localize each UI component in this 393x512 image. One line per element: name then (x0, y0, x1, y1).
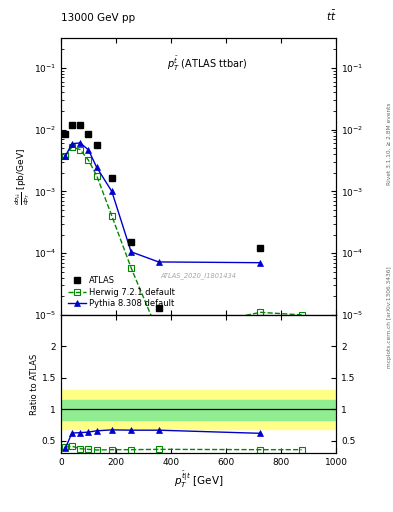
Herwig 7.2.1 default (78, 146, 83, 153)
ATLAS (63, 131, 68, 137)
Text: $t\bar{t}$: $t\bar{t}$ (325, 8, 336, 23)
Herwig 7.2.1 default (109, 213, 114, 219)
Text: 13000 GeV pp: 13000 GeV pp (61, 12, 135, 23)
Herwig 7.2.1 default (299, 312, 304, 318)
Line: Pythia 8.308 default: Pythia 8.308 default (62, 140, 263, 266)
ATLAS (70, 122, 74, 128)
Herwig 7.2.1 default (86, 157, 91, 163)
ATLAS (78, 122, 83, 128)
Herwig 7.2.1 default (258, 309, 263, 315)
Herwig 7.2.1 default (156, 330, 161, 336)
ATLAS (109, 175, 114, 181)
Pythia 8.308 default (258, 260, 263, 266)
ATLAS (86, 131, 91, 137)
ATLAS (129, 239, 133, 245)
Pythia 8.308 default (129, 249, 133, 255)
Herwig 7.2.1 default (94, 173, 99, 179)
X-axis label: $p^{\bar{t}|t}_T$ [GeV]: $p^{\bar{t}|t}_T$ [GeV] (174, 470, 223, 490)
Pythia 8.308 default (86, 147, 91, 153)
Text: mcplots.cern.ch [arXiv:1306.3436]: mcplots.cern.ch [arXiv:1306.3436] (387, 267, 392, 368)
Text: ATLAS_2020_I1801434: ATLAS_2020_I1801434 (160, 272, 237, 279)
Pythia 8.308 default (109, 188, 114, 195)
ATLAS (258, 245, 263, 251)
ATLAS (94, 142, 99, 148)
ATLAS (156, 305, 161, 311)
Legend: ATLAS, Herwig 7.2.1 default, Pythia 8.308 default: ATLAS, Herwig 7.2.1 default, Pythia 8.30… (65, 274, 178, 311)
Line: Herwig 7.2.1 default: Herwig 7.2.1 default (62, 144, 304, 336)
Y-axis label: Ratio to ATLAS: Ratio to ATLAS (30, 353, 39, 415)
Herwig 7.2.1 default (63, 153, 68, 159)
Pythia 8.308 default (63, 153, 68, 159)
Herwig 7.2.1 default (70, 144, 74, 150)
Line: ATLAS: ATLAS (62, 122, 263, 311)
Herwig 7.2.1 default (129, 265, 133, 271)
Text: Rivet 3.1.10, ≥ 2.8M events: Rivet 3.1.10, ≥ 2.8M events (387, 102, 392, 185)
Pythia 8.308 default (94, 164, 99, 170)
Y-axis label: $\frac{d\sigma_{t\bar{t}}}{dp_T}$ [pb/GeV]: $\frac{d\sigma_{t\bar{t}}}{dp_T}$ [pb/Ge… (14, 148, 32, 205)
Pythia 8.308 default (78, 140, 83, 146)
Pythia 8.308 default (156, 259, 161, 265)
Text: $p_T^{\bar{t}}$ (ATLAS ttbar): $p_T^{\bar{t}}$ (ATLAS ttbar) (167, 55, 247, 73)
Pythia 8.308 default (70, 141, 74, 147)
